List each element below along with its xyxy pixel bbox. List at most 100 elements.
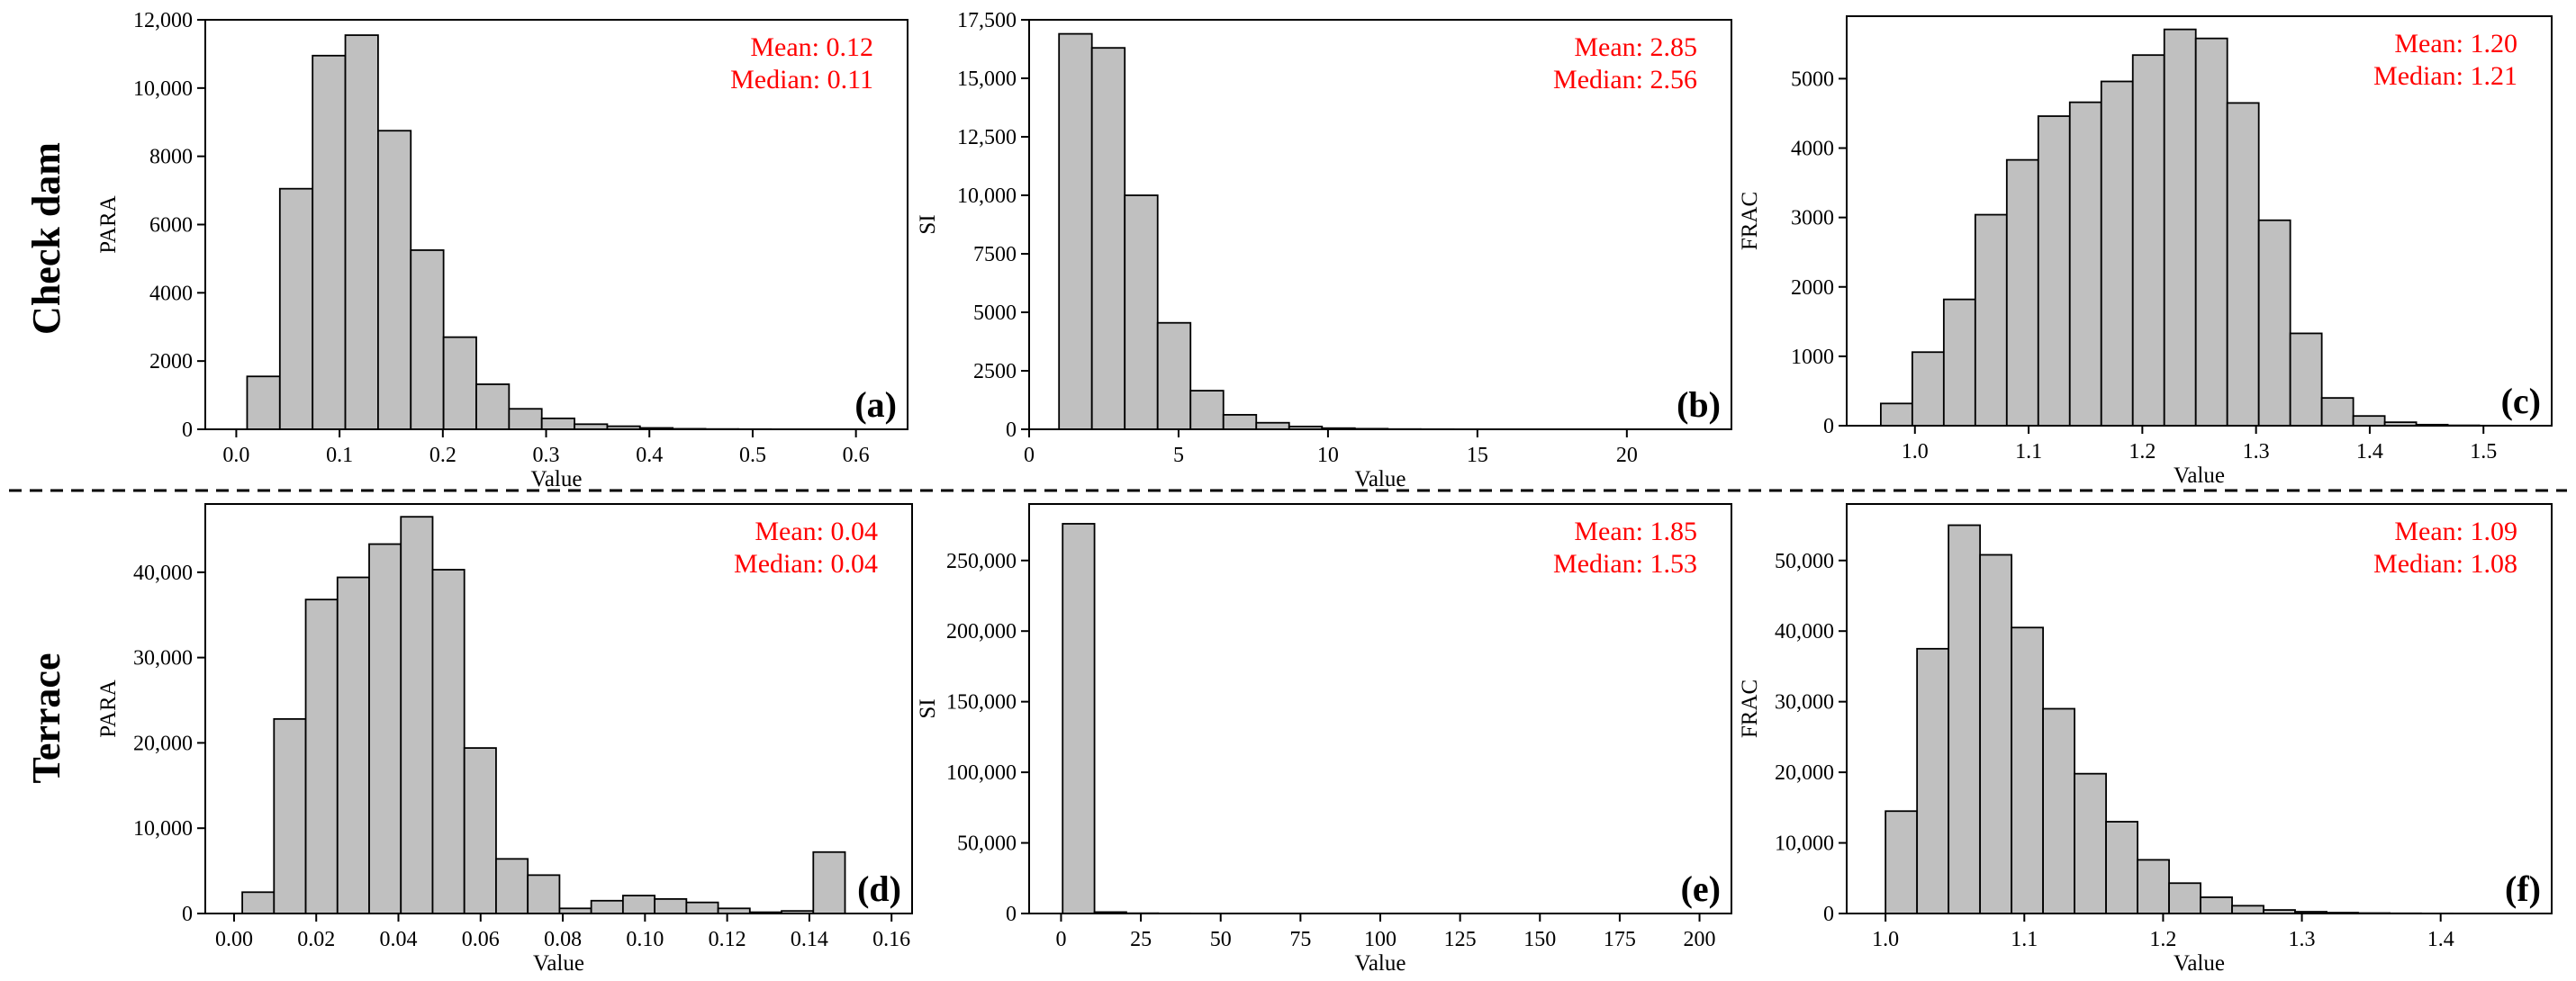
y-tick-label: 250,000 (946, 550, 1017, 573)
y-tick-label: 0 (1006, 418, 1017, 442)
y-tick-label: 100,000 (946, 761, 1017, 785)
y-tick-label: 8000 (149, 146, 193, 169)
y-tick-label: 5000 (1791, 68, 1834, 91)
histogram-bar (2005, 158, 2039, 427)
y-axis-label: FRAC (1738, 680, 1762, 738)
histogram-bar (654, 897, 688, 914)
y-tick-label: 6000 (149, 214, 193, 238)
histogram-bar (495, 858, 529, 914)
panel-label: (d) (857, 868, 901, 909)
histogram-bar (278, 187, 314, 430)
x-axis-label: Value (1355, 951, 1406, 976)
x-tick-label: 25 (1130, 928, 1152, 951)
histogram-bar (1062, 523, 1096, 914)
histogram-bar (368, 543, 402, 914)
plot-frame (1846, 15, 2553, 427)
x-tick-label: 0.0 (222, 444, 249, 467)
histogram-bar (2037, 115, 2071, 427)
y-tick-label: 20,000 (1775, 761, 1834, 785)
x-tick-label: 1.3 (2243, 440, 2270, 464)
histogram-bar (2352, 415, 2386, 427)
histogram-bar (273, 717, 307, 914)
histogram-bar (2289, 332, 2323, 427)
x-tick-label: 75 (1289, 928, 1311, 951)
x-tick-label: 200 (1684, 928, 1716, 951)
y-tick-label: 10,000 (133, 77, 193, 101)
x-axis-label: Value (1355, 467, 1406, 491)
histogram-bar (2320, 397, 2355, 427)
histogram-bar (1911, 351, 1945, 427)
histogram-bar (2011, 626, 2044, 914)
median-annotation: Median: 1.53 (1553, 549, 1697, 579)
mean-annotation: Mean: 0.04 (755, 517, 878, 546)
y-tick-label: 3000 (1791, 207, 1834, 230)
x-tick-label: 0.12 (709, 928, 746, 951)
y-tick-label: 1000 (1791, 346, 1834, 369)
x-tick-label: 1.0 (1902, 440, 1929, 464)
x-tick-label: 0.3 (533, 444, 560, 467)
y-tick-label: 7500 (973, 243, 1017, 266)
median-annotation: Median: 1.08 (2373, 549, 2517, 579)
x-tick-label: 1.5 (2470, 440, 2497, 464)
x-tick-label: 5 (1173, 444, 1184, 467)
y-axis-label: SI (916, 214, 940, 234)
median-annotation: Median: 2.56 (1553, 65, 1697, 94)
x-tick-label: 1.1 (2011, 928, 2038, 951)
y-tick-label: 12,000 (133, 9, 193, 32)
histogram-bar (2068, 101, 2102, 427)
y-tick-label: 10,000 (133, 817, 193, 841)
y-tick-label: 40,000 (1775, 620, 1834, 644)
histogram-bar (2231, 904, 2264, 914)
histogram-bar (344, 34, 379, 430)
x-tick-label: 125 (1444, 928, 1477, 951)
y-tick-label: 0 (1823, 415, 1834, 438)
y-tick-label: 10,000 (1775, 832, 1834, 856)
mean-annotation: Mean: 1.85 (1574, 517, 1697, 546)
mean-annotation: Mean: 2.85 (1574, 32, 1697, 62)
x-tick-label: 0 (1055, 928, 1066, 951)
histogram-bar (2257, 219, 2291, 427)
mean-annotation: Mean: 1.20 (2394, 29, 2517, 58)
histogram-bar (1156, 321, 1192, 430)
y-tick-label: 4000 (1791, 138, 1834, 161)
histogram-bar (1222, 413, 1258, 430)
x-tick-label: 0 (1024, 444, 1035, 467)
histogram-bar (246, 375, 281, 430)
x-tick-label: 1.2 (2129, 440, 2156, 464)
median-annotation: Median: 0.11 (730, 65, 873, 94)
histogram-bar (442, 336, 477, 430)
chart-panel: 1.0 1.1 1.2 1.3 1.4 0 10,000 20,000 30,000 40,000… (1738, 503, 2553, 976)
histogram-bar (377, 130, 412, 430)
histogram-bar (1189, 390, 1225, 430)
y-tick-label: 50,000 (1775, 550, 1834, 573)
x-tick-label: 1.1 (2015, 440, 2042, 464)
histogram-bar (621, 895, 656, 914)
y-tick-label: 2500 (973, 360, 1017, 383)
plot-frame (1846, 503, 2553, 914)
histogram-bar (1916, 647, 1950, 914)
x-tick-label: 1.2 (2149, 928, 2176, 951)
y-tick-label: 0 (1823, 903, 1834, 926)
x-axis-label: Value (531, 467, 583, 491)
histogram-bar (463, 747, 497, 914)
histogram-bar (475, 383, 511, 430)
y-tick-label: 0 (1006, 903, 1017, 926)
chart-panel: 0.00 0.02 0.04 0.06 0.08 0.10 0.12 0.14 0.16 0 10,… (96, 503, 913, 976)
y-tick-label: 0 (182, 903, 193, 926)
x-tick-label: 1.3 (2289, 928, 2316, 951)
histogram-bar (1885, 810, 1919, 914)
panel-label: (a) (854, 384, 897, 425)
x-tick-label: 0.06 (462, 928, 500, 951)
x-tick-label: 0.04 (380, 928, 418, 951)
y-tick-label: 15,000 (957, 68, 1017, 91)
x-axis-label: Value (2174, 951, 2225, 976)
x-tick-label: 0.2 (429, 444, 456, 467)
plot-frame (204, 503, 913, 914)
y-tick-label: 150,000 (946, 691, 1017, 715)
y-tick-label: 5000 (973, 302, 1017, 325)
histogram-bar (812, 850, 846, 914)
x-axis-label: Value (2174, 464, 2225, 488)
histogram-bar (1090, 47, 1126, 430)
panel-label: (c) (2501, 381, 2541, 421)
